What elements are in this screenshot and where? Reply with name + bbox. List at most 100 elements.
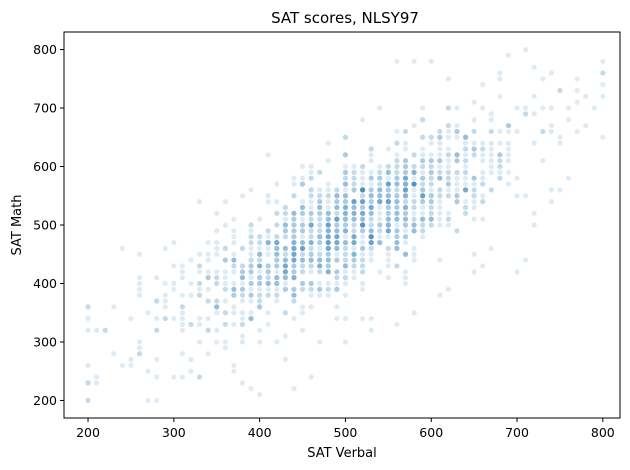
data-point [428, 216, 434, 222]
data-point [351, 187, 357, 193]
data-point [394, 222, 400, 228]
data-point [342, 263, 349, 269]
data-point [420, 193, 426, 199]
data-point [402, 187, 409, 193]
data-point [368, 210, 374, 216]
data-point [248, 292, 254, 298]
data-point [359, 199, 366, 205]
data-point [402, 193, 409, 199]
data-point [359, 199, 366, 205]
data-point [325, 239, 331, 246]
data-point [299, 163, 306, 170]
data-point [342, 193, 349, 199]
data-point [445, 286, 451, 292]
data-point [248, 257, 254, 263]
y-tick-label: 700 [33, 101, 57, 116]
data-point [420, 193, 426, 199]
data-point [334, 216, 340, 222]
data-point [282, 275, 288, 281]
data-point [359, 245, 366, 251]
data-point [317, 193, 323, 199]
data-point [454, 169, 460, 175]
data-point [154, 275, 160, 281]
data-point [428, 169, 434, 175]
data-point [505, 122, 512, 129]
data-point [368, 234, 374, 240]
data-point [437, 128, 443, 135]
data-point [317, 210, 323, 216]
data-point [248, 280, 254, 287]
data-point [402, 181, 409, 187]
data-point [394, 204, 400, 211]
data-point [222, 275, 228, 281]
data-point [239, 286, 246, 292]
data-point [299, 245, 306, 251]
data-point [162, 298, 168, 304]
data-point [214, 239, 220, 246]
data-point [368, 146, 374, 152]
data-point [600, 70, 606, 76]
data-point [368, 222, 374, 228]
data-point [368, 181, 374, 187]
data-point [342, 216, 349, 222]
data-point [531, 64, 537, 70]
data-point [411, 216, 417, 222]
data-point [317, 239, 323, 246]
data-point [334, 204, 340, 211]
data-point [385, 204, 391, 211]
data-point [282, 228, 288, 234]
data-point [205, 269, 211, 275]
data-point [514, 128, 520, 135]
data-point [368, 175, 374, 181]
data-point [351, 181, 357, 187]
data-point [334, 216, 340, 222]
data-point [214, 275, 220, 281]
data-point [394, 199, 400, 205]
data-point [179, 275, 186, 281]
data-point [257, 304, 263, 310]
data-points [85, 46, 606, 404]
data-point [317, 199, 323, 205]
data-point [291, 275, 297, 281]
data-point [377, 210, 383, 216]
data-point [239, 339, 246, 345]
data-point [265, 239, 271, 246]
data-point [368, 239, 374, 246]
data-point [480, 169, 486, 175]
data-point [342, 222, 349, 228]
data-point [420, 158, 426, 164]
data-point [317, 286, 323, 292]
data-point [334, 228, 340, 234]
data-point [462, 187, 469, 193]
data-point [274, 275, 280, 281]
data-point [257, 327, 263, 333]
data-point [359, 257, 366, 263]
data-point [420, 228, 426, 234]
data-point [248, 286, 254, 292]
data-point [377, 175, 383, 181]
data-point [437, 193, 443, 199]
data-point [282, 263, 288, 269]
data-point [196, 286, 203, 292]
data-point [334, 239, 340, 246]
data-point [377, 204, 383, 211]
data-point [402, 210, 409, 216]
data-point [462, 181, 469, 187]
data-point [274, 239, 280, 246]
data-point [385, 257, 391, 263]
data-point [265, 292, 271, 298]
data-point [291, 210, 297, 216]
data-point [359, 216, 366, 222]
data-point [488, 187, 494, 193]
data-point [274, 181, 280, 187]
data-point [85, 397, 91, 404]
data-point [239, 275, 246, 281]
data-point [583, 122, 589, 129]
data-point [231, 286, 237, 292]
data-point [308, 239, 314, 246]
data-point [308, 263, 314, 269]
data-point [600, 82, 606, 88]
data-point [196, 263, 203, 269]
data-point [334, 193, 340, 199]
data-point [342, 204, 349, 211]
